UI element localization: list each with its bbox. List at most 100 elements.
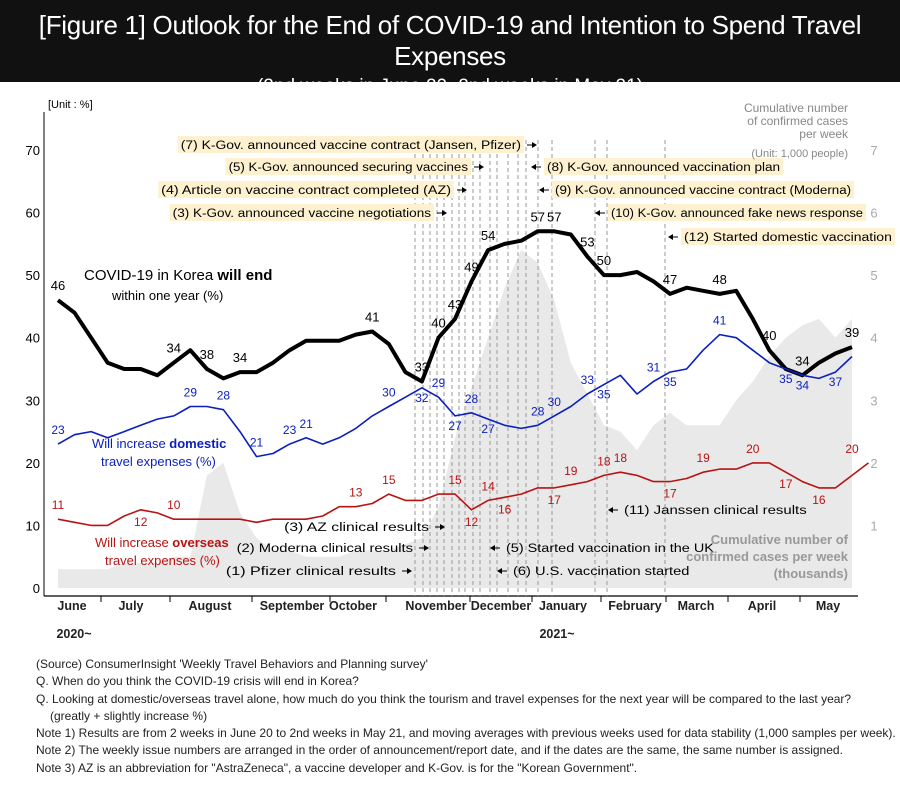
event-label: (5) Started vaccination in the UK <box>506 543 714 555</box>
data-label: 15 <box>448 473 462 487</box>
event-label: (4) Article on vaccine contract complete… <box>161 185 451 197</box>
y-tick-right: 3 <box>870 393 877 408</box>
event-lines-layer <box>414 140 666 596</box>
data-label: 48 <box>712 272 726 287</box>
y-tick-right: 7 <box>870 143 877 158</box>
data-label: 30 <box>548 395 562 409</box>
event-label: (9) K-Gov. announced vaccine contract (M… <box>555 185 851 197</box>
month-label: April <box>748 599 776 613</box>
event-label: (3) K-Gov. announced vaccine negotiation… <box>173 208 432 220</box>
data-label: 35 <box>779 372 793 386</box>
data-label: 23 <box>283 423 297 437</box>
covid-series-label-bold: will end <box>216 267 272 284</box>
overseas-series-label-2: travel expenses (%) <box>105 553 220 568</box>
event-box <box>169 204 434 221</box>
data-label: 57 <box>530 209 544 224</box>
data-label: 41 <box>365 309 379 324</box>
event-arrowhead <box>497 568 502 574</box>
data-label: 27 <box>481 422 495 436</box>
note-question-1: Q. When do you think the COVID-19 crisis… <box>36 674 359 689</box>
data-label: 37 <box>829 375 843 389</box>
event-label: (8) K-Gov. announced vaccination plan <box>547 162 780 174</box>
data-label: 12 <box>134 515 148 529</box>
month-label: October <box>329 599 377 613</box>
event-annotations-layer: (7) K-Gov. announced vaccine contract (J… <box>158 136 895 578</box>
data-label: 20 <box>845 442 859 456</box>
event-label: (12) Started domestic vaccination <box>684 232 892 244</box>
event-label: (5) K-Gov. announced securing vaccines <box>229 162 469 174</box>
note-source: (Source) ConsumerInsight 'Weekly Travel … <box>36 657 428 671</box>
data-label: 30 <box>382 386 396 400</box>
data-label: 28 <box>531 404 545 418</box>
y-tick-left: 70 <box>26 143 40 158</box>
month-label: August <box>188 599 232 613</box>
data-label: 17 <box>548 493 562 507</box>
data-label: 27 <box>448 419 462 433</box>
note-3: Note 3) AZ is an abbreviation for "Astra… <box>36 760 638 775</box>
data-label: 34 <box>796 378 810 392</box>
event-arrowhead <box>442 210 447 216</box>
y-tick-right: 6 <box>870 206 877 221</box>
event-arrowhead <box>440 524 445 530</box>
data-label: 41 <box>713 314 727 328</box>
data-label: 23 <box>51 423 65 437</box>
y-tick-right: 5 <box>870 268 877 283</box>
series-layer <box>56 229 869 527</box>
data-label: 43 <box>448 297 462 312</box>
data-label: 34 <box>167 341 181 356</box>
y-tick-left: 50 <box>26 268 40 283</box>
event-arrowhead <box>532 142 537 148</box>
event-label: (2) Moderna clinical results <box>237 543 414 555</box>
data-label: 12 <box>465 515 479 529</box>
data-label: 33 <box>581 373 595 387</box>
figure-title: [Figure 1] Outlook for the End of COVID-… <box>38 10 862 71</box>
data-label: 29 <box>432 376 446 390</box>
data-label: 35 <box>663 375 677 389</box>
event-arrowhead <box>608 507 613 513</box>
data-label: 33 <box>415 360 429 375</box>
data-label: 57 <box>547 209 561 224</box>
event-label: (1) Pfizer clinical results <box>226 566 396 578</box>
event-box <box>544 158 784 175</box>
figure-header: [Figure 1] Outlook for the End of COVID-… <box>0 0 900 97</box>
footnotes: (Source) ConsumerInsight 'Weekly Travel … <box>36 656 896 777</box>
event-label: (10) K-Gov. announced fake news response <box>611 208 863 220</box>
data-label: 29 <box>184 386 198 400</box>
year-label: 2020~ <box>56 627 91 641</box>
y-tick-right: 4 <box>870 331 877 346</box>
data-label: 38 <box>200 347 214 362</box>
data-label: 18 <box>614 451 628 465</box>
event-box <box>608 204 866 221</box>
month-label: February <box>608 599 662 613</box>
y-tick-left: 60 <box>26 206 40 221</box>
data-label: 13 <box>349 486 363 500</box>
domestic-series-label-bold: domestic <box>169 436 226 451</box>
event-box <box>681 228 895 245</box>
data-label: 34 <box>795 353 809 368</box>
figure-subtitle: (2nd weeks in June 20~2nd weeks in May 2… <box>256 76 644 97</box>
event-arrowhead <box>479 164 484 170</box>
month-label: September <box>260 599 325 613</box>
y-tick-right: 2 <box>870 456 877 471</box>
series-line-1 <box>56 229 853 384</box>
event-label: (7) K-Gov. announced vaccine contract (J… <box>181 140 521 152</box>
data-label: 34 <box>233 350 247 365</box>
note-question-2: Q. Looking at domestic/overseas travel a… <box>36 691 852 706</box>
right-axis-title: of confirmed cases <box>747 114 848 128</box>
data-label: 21 <box>299 417 313 431</box>
domestic-series-label-2: travel expenses (%) <box>101 454 216 469</box>
y-tick-left: 0 <box>33 581 40 596</box>
event-arrowhead <box>531 164 536 170</box>
domestic-series-label: Will increase domestic <box>92 436 226 451</box>
data-label: 47 <box>663 272 677 287</box>
cases-label-3: (thousands) <box>774 566 848 581</box>
right-axis-title: per week <box>799 127 849 141</box>
data-label: 50 <box>597 253 611 268</box>
month-label: July <box>118 599 143 613</box>
event-label: (6) U.S. vaccination started <box>513 566 689 578</box>
note-question-2-detail: (greatly + slightly increase %) <box>50 708 208 723</box>
data-label: 40 <box>762 328 776 343</box>
